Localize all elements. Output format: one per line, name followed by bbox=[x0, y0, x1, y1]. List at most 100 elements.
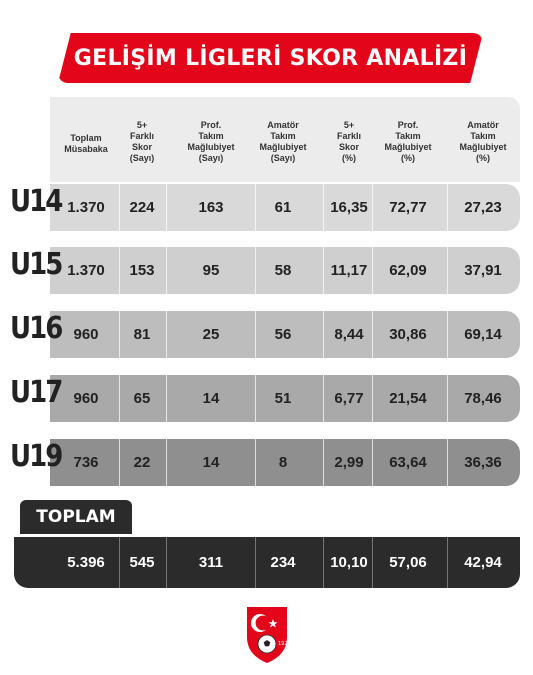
column-header-line: Amatör bbox=[267, 120, 299, 130]
column-divider bbox=[447, 439, 448, 486]
column-divider bbox=[372, 375, 373, 422]
column-header-line: Mağlubiyet bbox=[459, 142, 507, 152]
table-cell: 960 bbox=[73, 326, 99, 343]
table-cell: 51 bbox=[274, 390, 292, 407]
column-header: Prof. Takım Mağlubiyet (%) bbox=[372, 120, 444, 164]
column-divider bbox=[447, 537, 448, 588]
column-header-line: (%) bbox=[342, 153, 356, 163]
column-divider bbox=[372, 247, 373, 294]
table-cell: 61 bbox=[274, 199, 292, 216]
column-divider bbox=[372, 537, 373, 588]
column-header-line: Mağlubiyet bbox=[384, 142, 432, 152]
column-header-line: (Sayı) bbox=[198, 153, 224, 163]
column-divider bbox=[119, 439, 120, 486]
table-row: 960 65 14 51 6,77 21,54 78,46 bbox=[50, 375, 520, 422]
column-header-line: Takım bbox=[270, 131, 296, 141]
table-header bbox=[50, 97, 520, 182]
total-cell: 5.396 bbox=[67, 554, 105, 571]
table-cell: 27,23 bbox=[464, 199, 502, 216]
total-cell: 234 bbox=[270, 554, 296, 571]
total-cell: 57,06 bbox=[389, 554, 427, 571]
column-divider bbox=[119, 375, 120, 422]
table-cell: 81 bbox=[133, 326, 151, 343]
table-cell: 960 bbox=[73, 390, 99, 407]
column-header-line: 5+ bbox=[136, 120, 148, 130]
column-divider bbox=[323, 311, 324, 358]
total-cell: 10,10 bbox=[330, 554, 368, 571]
column-header-line: Amatör bbox=[467, 120, 499, 130]
column-header: 5+ Farklı Skor (Sayı) bbox=[120, 120, 164, 164]
column-header-line: (%) bbox=[401, 153, 415, 163]
row-label: U17 bbox=[10, 375, 63, 411]
table-cell: 78,46 bbox=[464, 390, 502, 407]
column-header-line: Takım bbox=[395, 131, 421, 141]
table-cell: 30,86 bbox=[389, 326, 427, 343]
column-header-line: 5+ bbox=[343, 120, 355, 130]
table-cell: 224 bbox=[129, 199, 155, 216]
table-cell: 736 bbox=[73, 454, 99, 471]
table-cell: 37,91 bbox=[464, 262, 502, 279]
table-cell: 25 bbox=[202, 326, 220, 343]
column-header-line: Farklı bbox=[336, 131, 361, 141]
column-divider bbox=[119, 311, 120, 358]
column-divider bbox=[323, 184, 324, 231]
table-row: 960 81 25 56 8,44 30,86 69,14 bbox=[50, 311, 520, 358]
column-divider bbox=[255, 439, 256, 486]
column-header: Amatör Takım Mağlubiyet (%) bbox=[448, 120, 518, 164]
column-divider bbox=[447, 184, 448, 231]
table-cell: 153 bbox=[129, 262, 155, 279]
table-cell: 62,09 bbox=[389, 262, 427, 279]
column-header-line: Takım bbox=[198, 131, 224, 141]
column-header-line: (%) bbox=[476, 153, 490, 163]
column-divider bbox=[447, 247, 448, 294]
table-cell: 2,99 bbox=[334, 454, 364, 471]
table-row: 1.370 153 95 58 11,17 62,09 37,91 bbox=[50, 247, 520, 294]
table-cell: 163 bbox=[198, 199, 224, 216]
column-divider bbox=[166, 375, 167, 422]
table-cell: 22 bbox=[133, 454, 151, 471]
column-header-line: Mağlubiyet bbox=[259, 142, 307, 152]
column-header-line: Prof. bbox=[200, 120, 222, 130]
column-divider bbox=[166, 184, 167, 231]
table-cell: 21,54 bbox=[389, 390, 427, 407]
table-cell: 58 bbox=[274, 262, 292, 279]
column-divider bbox=[166, 439, 167, 486]
column-header-line: Farklı bbox=[129, 131, 154, 141]
table-cell: 6,77 bbox=[334, 390, 364, 407]
total-cell: 42,94 bbox=[464, 554, 502, 571]
total-cell: 545 bbox=[129, 554, 155, 571]
column-divider bbox=[255, 247, 256, 294]
column-header-line: Müsabaka bbox=[64, 144, 108, 154]
column-divider bbox=[166, 537, 167, 588]
column-header: Toplam Müsabaka bbox=[56, 133, 116, 155]
table-cell: 11,17 bbox=[330, 262, 368, 279]
column-header: Prof. Takım Mağlubiyet (Sayı) bbox=[173, 120, 249, 164]
column-header-line: Takım bbox=[470, 131, 496, 141]
column-divider bbox=[372, 439, 373, 486]
table-cell: 16,35 bbox=[330, 199, 368, 216]
table-cell: 1.370 bbox=[67, 262, 105, 279]
row-label: U15 bbox=[10, 247, 63, 283]
column-divider bbox=[255, 311, 256, 358]
tff-crest-icon: 1923 bbox=[247, 607, 291, 663]
table-cell: 56 bbox=[274, 326, 292, 343]
table-row: 1.370 224 163 61 16,35 72,77 27,23 bbox=[50, 184, 520, 231]
column-header-line: (Sayı) bbox=[270, 153, 296, 163]
total-label: TOPLAM bbox=[20, 500, 132, 534]
column-header-line: Skor bbox=[131, 142, 152, 152]
table-row: 736 22 14 8 2,99 63,64 36,36 bbox=[50, 439, 520, 486]
column-divider bbox=[255, 537, 256, 588]
column-header: 5+ Farklı Skor (%) bbox=[326, 120, 372, 164]
column-divider bbox=[372, 311, 373, 358]
column-divider bbox=[255, 184, 256, 231]
column-divider bbox=[323, 247, 324, 294]
title-banner: GELİŞİM LİGLERİ SKOR ANALİZİ bbox=[58, 33, 483, 83]
row-label: U14 bbox=[10, 184, 63, 220]
column-divider bbox=[119, 184, 120, 231]
table-cell: 1.370 bbox=[67, 199, 105, 216]
column-divider bbox=[166, 247, 167, 294]
column-divider bbox=[255, 375, 256, 422]
row-label: U19 bbox=[10, 439, 63, 475]
total-row: 5.396 545 311 234 10,10 57,06 42,94 bbox=[14, 537, 520, 588]
table-cell: 72,77 bbox=[389, 199, 427, 216]
